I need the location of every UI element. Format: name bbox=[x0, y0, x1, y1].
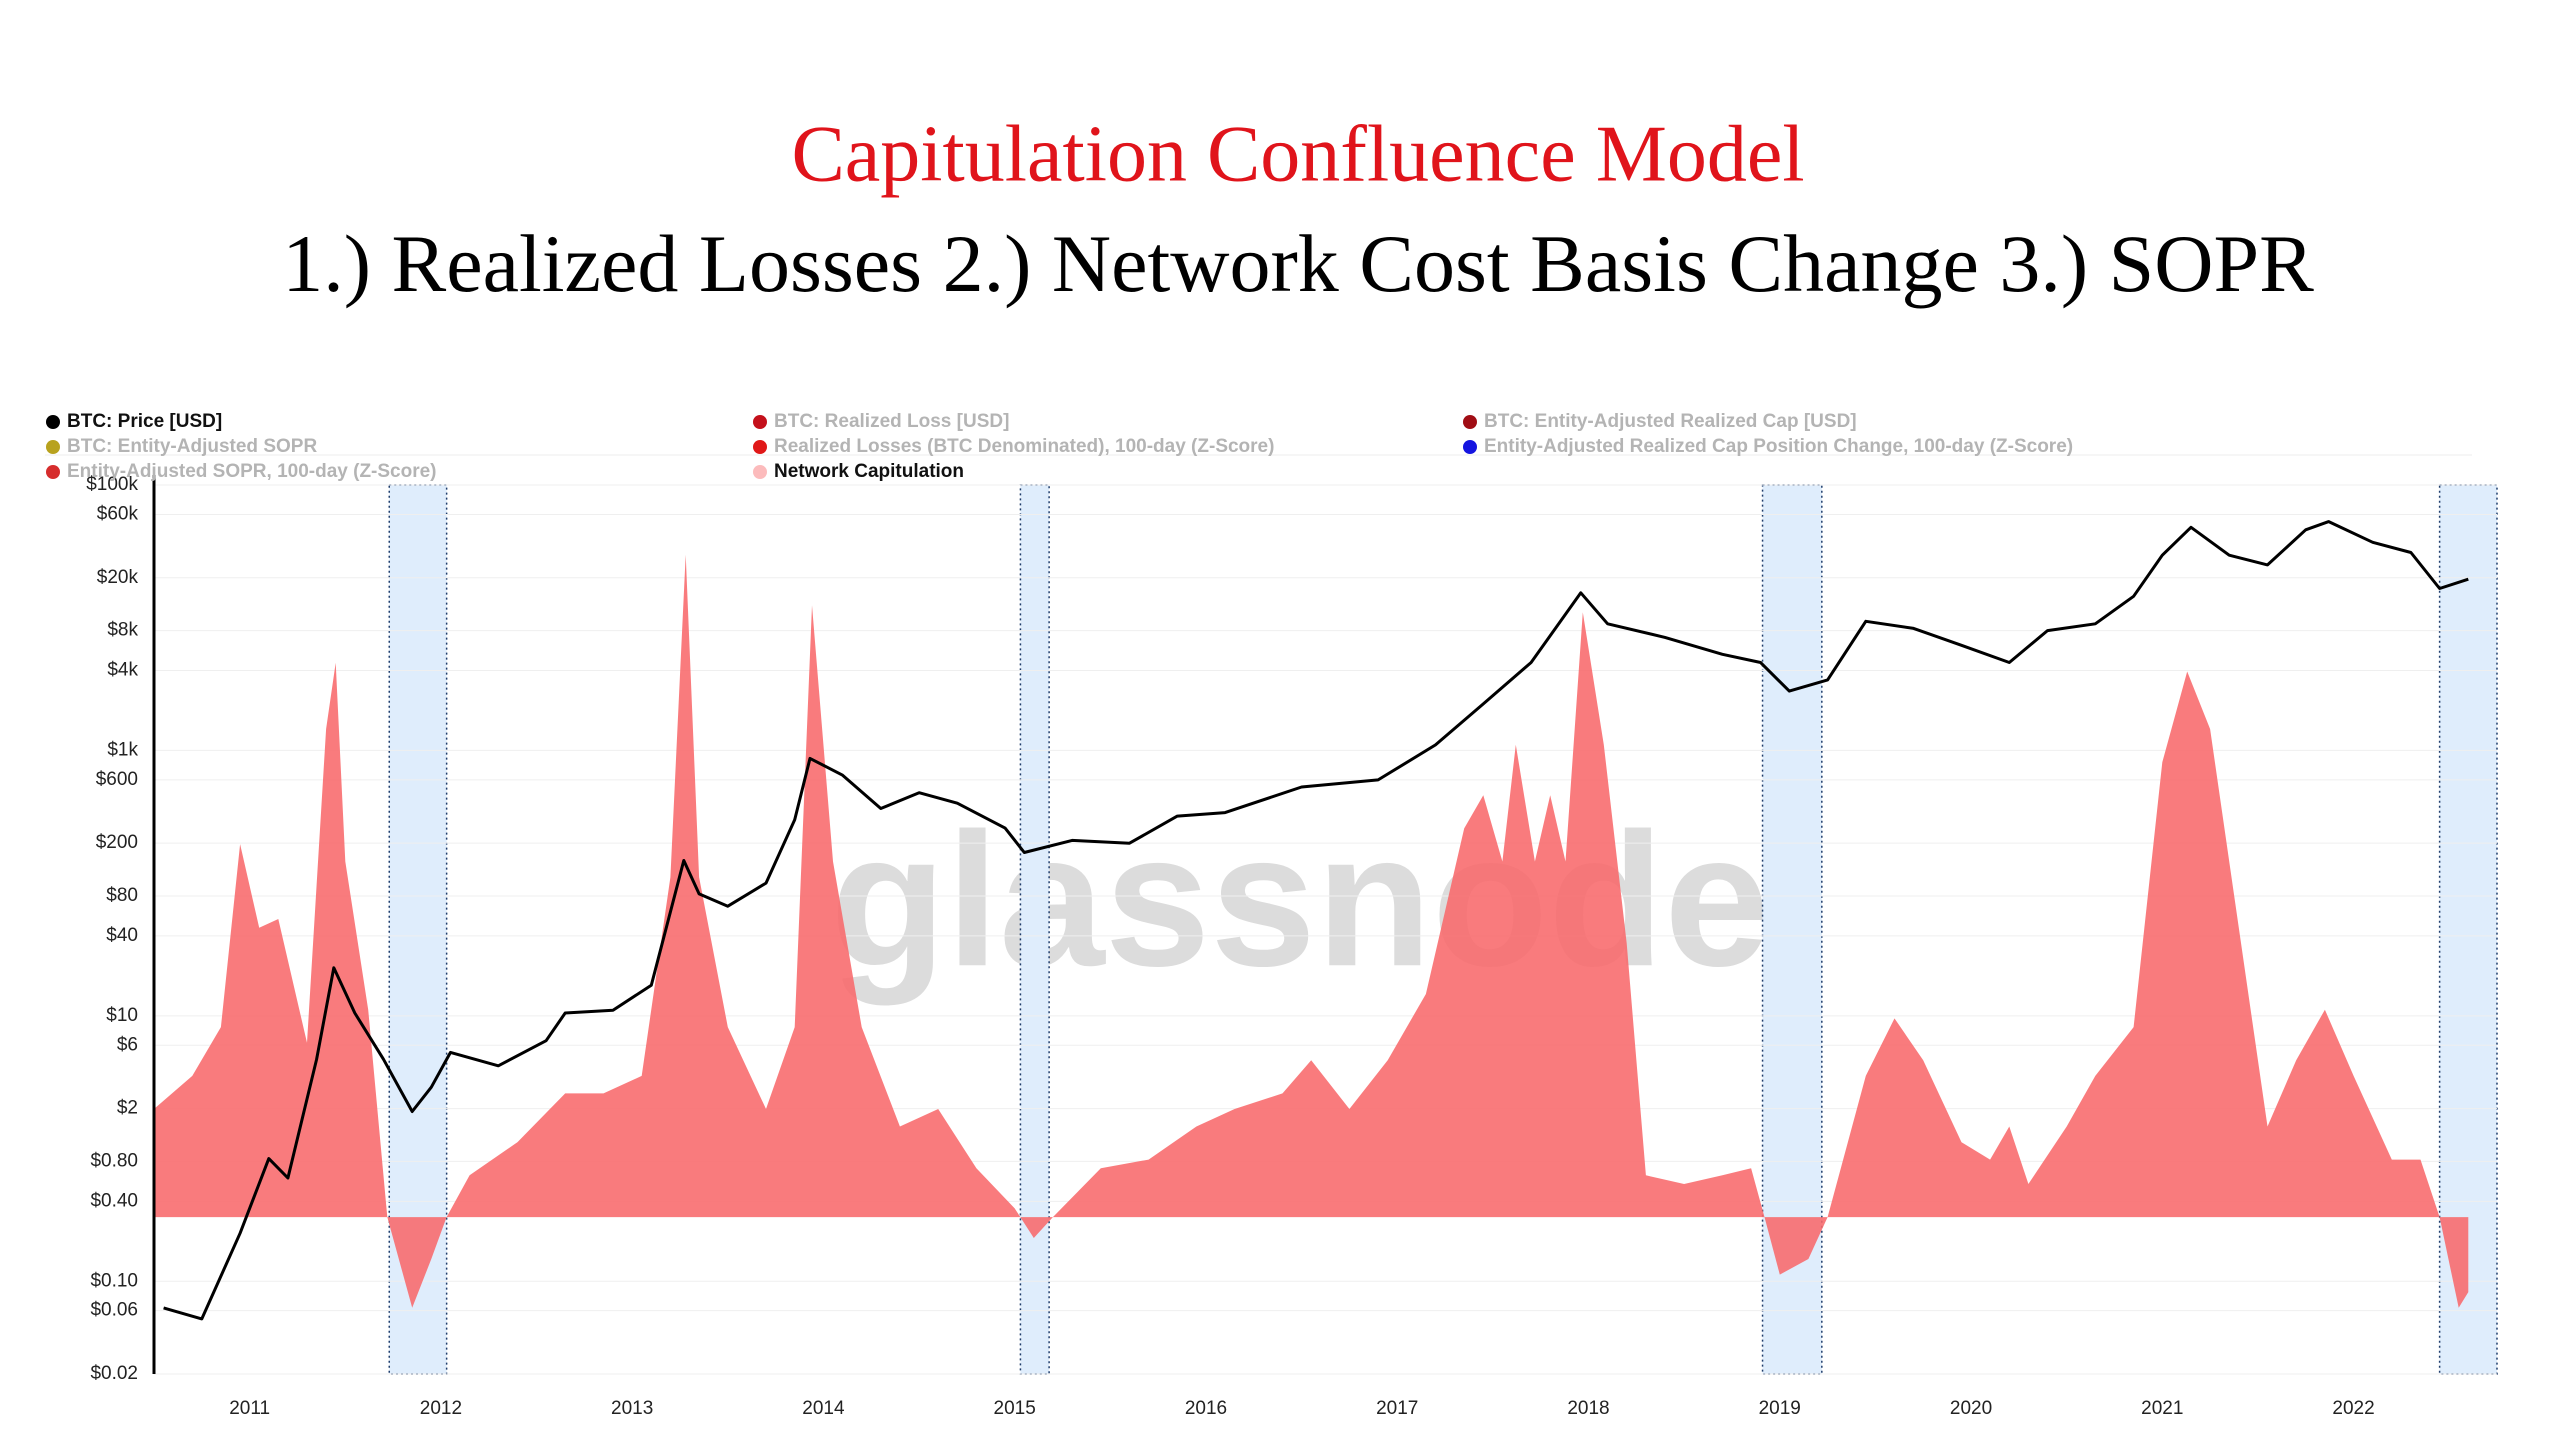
y-tick-label: $0.02 bbox=[90, 1363, 138, 1384]
x-tick-label: 2019 bbox=[1759, 1398, 1801, 1419]
legend-label: BTC: Realized Loss [USD] bbox=[774, 411, 1009, 432]
y-tick-label: $6 bbox=[117, 1034, 138, 1055]
x-tick-label: 2012 bbox=[420, 1398, 462, 1419]
x-tick-label: 2021 bbox=[2141, 1398, 2183, 1419]
legend-marker bbox=[753, 440, 767, 454]
x-tick-label: 2015 bbox=[994, 1398, 1036, 1419]
y-tick-label: $8k bbox=[107, 620, 138, 641]
x-tick-label: 2020 bbox=[1950, 1398, 1992, 1419]
y-tick-label: $4k bbox=[107, 660, 138, 681]
area bbox=[154, 554, 2469, 1308]
x-tick-label: 2014 bbox=[802, 1398, 845, 1419]
y-tick-label: $2 bbox=[117, 1098, 138, 1119]
y-tick-label: $600 bbox=[96, 769, 138, 790]
legend-marker bbox=[46, 440, 60, 454]
chart-title: Capitulation Confluence Model bbox=[791, 110, 1804, 198]
legend-label: BTC: Price [USD] bbox=[67, 411, 222, 432]
y-tick-label: $100k bbox=[86, 474, 138, 495]
y-tick-label: $40 bbox=[106, 925, 138, 946]
x-tick-label: 2018 bbox=[1567, 1398, 1609, 1419]
y-tick-label: $80 bbox=[106, 885, 138, 906]
legend-label: BTC: Entity-Adjusted SOPR bbox=[67, 436, 317, 457]
x-tick-label: 2022 bbox=[2332, 1398, 2374, 1419]
legend-marker bbox=[46, 465, 60, 479]
y-tick-label: $0.06 bbox=[90, 1300, 138, 1321]
x-tick-label: 2011 bbox=[229, 1398, 270, 1419]
legend-label: Realized Losses (BTC Denominated), 100-d… bbox=[774, 436, 1274, 457]
y-tick-label: $200 bbox=[96, 832, 138, 853]
y-tick-label: $1k bbox=[107, 739, 138, 760]
y-tick-label: $0.80 bbox=[90, 1150, 138, 1171]
legend-marker bbox=[1463, 415, 1477, 429]
highlight-band bbox=[1019, 484, 1050, 1375]
y-tick-label: $0.10 bbox=[90, 1270, 138, 1291]
legend-label: Network Capitulation bbox=[774, 461, 964, 482]
line bbox=[163, 520, 2469, 1321]
legend-marker bbox=[46, 415, 60, 429]
y-tick-label: $0.40 bbox=[90, 1190, 138, 1211]
legend-marker bbox=[753, 465, 767, 479]
legend-marker bbox=[1463, 440, 1477, 454]
x-tick-label: 2013 bbox=[611, 1398, 653, 1419]
x-tick-label: 2016 bbox=[1185, 1398, 1227, 1419]
y-tick-label: $60k bbox=[97, 503, 139, 524]
legend-label: Entity-Adjusted SOPR, 100-day (Z-Score) bbox=[67, 461, 437, 482]
legend-marker bbox=[753, 415, 767, 429]
chart-subtitle: 1.) Realized Losses 2.) Network Cost Bas… bbox=[282, 218, 2314, 309]
x-tick-label: 2017 bbox=[1376, 1398, 1418, 1419]
legend-label: BTC: Entity-Adjusted Realized Cap [USD] bbox=[1484, 411, 1857, 432]
y-tick-label: $10 bbox=[106, 1005, 138, 1026]
y-tick-label: $20k bbox=[97, 567, 139, 588]
legend-label: Entity-Adjusted Realized Cap Position Ch… bbox=[1484, 436, 2073, 457]
